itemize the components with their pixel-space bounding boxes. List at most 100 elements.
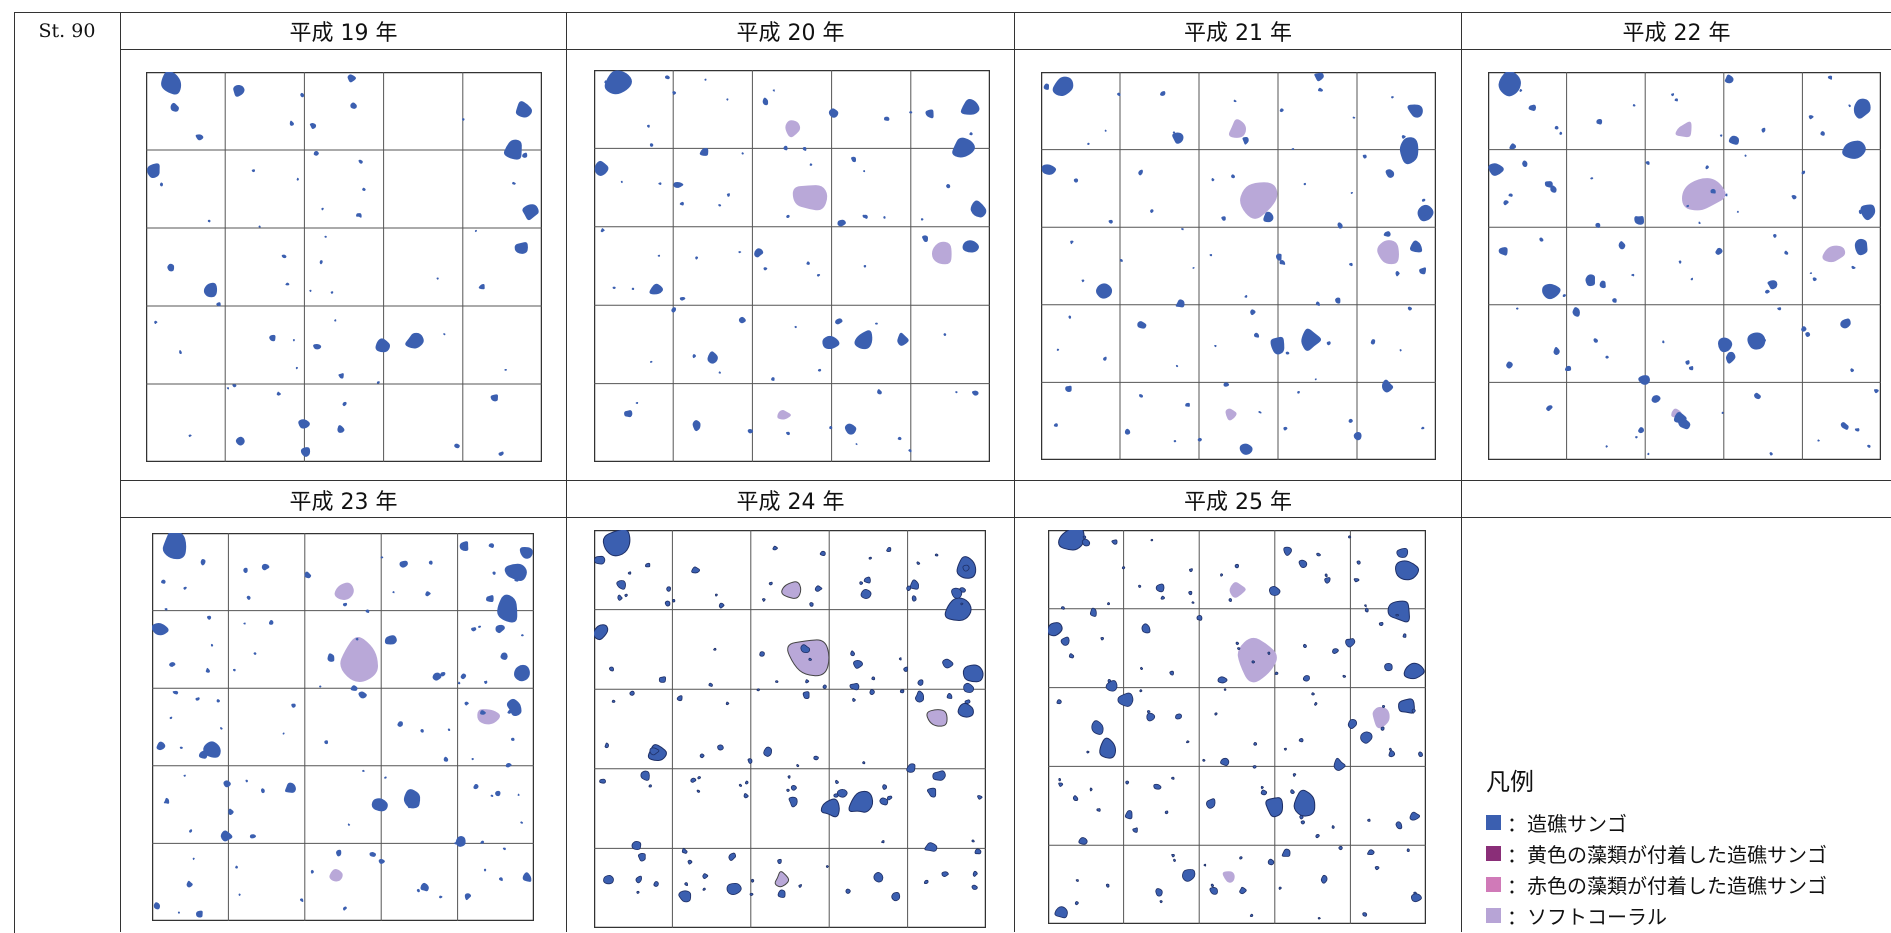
reef-coral-colony: [653, 881, 659, 887]
reef-coral-colony: [1132, 827, 1138, 833]
reef-coral-colony: [1244, 295, 1248, 298]
soft-coral-patch: [926, 709, 948, 727]
reef-coral-colony: [1395, 821, 1403, 830]
reef-coral-colony: [319, 685, 322, 688]
reef-coral-colony: [1292, 773, 1297, 777]
reef-coral-colony: [365, 609, 370, 613]
reef-coral-colony: [718, 371, 721, 374]
reef-coral-colony: [908, 449, 912, 453]
reef-coral-colony: [1314, 702, 1318, 706]
quadrat-grid: [152, 533, 534, 921]
reef-coral-colony: [909, 111, 913, 114]
reef-coral-colony: [1314, 378, 1317, 381]
reef-coral-colony: [657, 254, 661, 257]
reef-coral-colony: [179, 349, 182, 355]
reef-coral-colony: [1564, 365, 1572, 372]
reef-coral-colony: [309, 289, 312, 293]
reef-coral-colony: [519, 547, 533, 559]
column-divider-3: [1461, 12, 1462, 932]
reef-coral-colony: [1522, 160, 1528, 168]
reef-coral-colony: [436, 277, 439, 280]
reef-coral-colony: [635, 875, 642, 884]
reef-coral-colony: [594, 555, 606, 565]
reef-coral-colony: [883, 216, 886, 219]
soft-coral-patch: [1675, 121, 1692, 138]
reef-coral-colony: [612, 286, 616, 290]
reef-coral-colony: [504, 368, 507, 371]
reef-coral-colony: [1206, 798, 1216, 809]
reef-coral-colony: [1356, 560, 1361, 565]
reef-coral-colony: [1267, 858, 1275, 866]
reef-coral-colony: [1290, 789, 1295, 795]
reef-coral-colony: [510, 737, 515, 741]
header-row-divider-2: [120, 517, 1891, 518]
reef-coral-colony: [673, 182, 684, 188]
reef-coral-colony: [483, 680, 488, 684]
soft-coral-patch: [334, 582, 354, 600]
reef-coral-colony: [877, 389, 882, 395]
reef-coral-colony: [1647, 452, 1650, 456]
reef-coral-colony: [762, 598, 766, 602]
reef-coral-colony: [1250, 309, 1256, 316]
reef-coral-colony: [1171, 854, 1175, 858]
reef-coral-colony: [1315, 301, 1320, 306]
soft-coral-swatch: [1486, 908, 1501, 923]
reef-coral-colony: [726, 193, 730, 197]
reef-coral-colony: [602, 530, 631, 557]
reef-coral-colony: [512, 181, 516, 185]
reef-coral-colony: [860, 589, 872, 599]
reef-coral-colony: [1399, 137, 1419, 165]
reef-coral-colony: [285, 782, 296, 793]
reef-coral-colony: [1100, 636, 1104, 641]
reef-coral-colony: [1638, 427, 1645, 434]
soft-coral-patch: [1228, 119, 1247, 138]
reef-coral-colony: [1078, 837, 1088, 845]
reef-coral-colony: [1231, 174, 1236, 179]
reef-coral-colony: [1293, 789, 1316, 817]
reef-coral-colony: [207, 219, 211, 223]
reef-coral-colony: [1175, 299, 1185, 308]
soft-coral-patch: [774, 871, 790, 888]
reef-coral-colony: [679, 201, 684, 206]
reef-coral-colony: [324, 235, 327, 238]
reef-coral-colony: [672, 598, 676, 603]
legend: 凡例 ：造礁サンゴ ：黄色の藻類が付着した造礁サンゴ ：赤色の藻類が付着した造礁…: [1486, 762, 1886, 931]
reef-coral-colony: [1252, 765, 1257, 769]
reef-coral-colony: [616, 580, 626, 590]
reef-coral-colony: [942, 658, 954, 669]
legend-item-soft-coral: ：ソフトコーラル: [1486, 900, 1886, 931]
reef-coral-colony: [1082, 535, 1087, 539]
reef-coral-colony: [699, 147, 709, 156]
reef-coral-colony: [420, 729, 424, 733]
reef-coral-colony: [289, 120, 294, 126]
station-column-divider: [120, 12, 121, 932]
reef-coral-colony: [786, 788, 790, 792]
reef-coral-colony: [854, 330, 873, 350]
reef-coral-colony: [777, 858, 782, 865]
reef-coral-colony: [1186, 740, 1190, 744]
reef-coral-colony: [1188, 590, 1193, 596]
reef-coral-colony: [232, 384, 237, 388]
reef-coral-colony: [747, 429, 754, 434]
reef-coral-colony: [1299, 814, 1304, 820]
reef-coral-colony: [1210, 883, 1214, 888]
reef-coral-colony: [1763, 339, 1766, 342]
reef-coral-colony: [891, 891, 901, 902]
reef-coral-colony: [1297, 391, 1300, 394]
year-heading-h20: 平成 20 年: [736, 21, 845, 46]
reef-coral-colony: [1298, 559, 1308, 568]
reef-coral-colony: [486, 595, 494, 603]
reef-coral-colony: [783, 145, 788, 151]
year-heading-h19: 平成 19 年: [289, 21, 398, 46]
reef-coral-colony: [1048, 622, 1063, 637]
reef-coral-colony: [1233, 99, 1237, 103]
reef-coral-colony: [1196, 614, 1203, 621]
reef-coral-colony: [1221, 216, 1226, 221]
reef-coral-colony: [281, 254, 287, 259]
reef-coral-colony: [820, 798, 840, 818]
reef-coral-colony: [1159, 900, 1163, 904]
reef-coral-colony: [1124, 810, 1133, 820]
reef-coral-colony: [1686, 204, 1689, 208]
reef-coral-colony: [649, 747, 660, 756]
reef-coral-colony: [416, 888, 420, 893]
